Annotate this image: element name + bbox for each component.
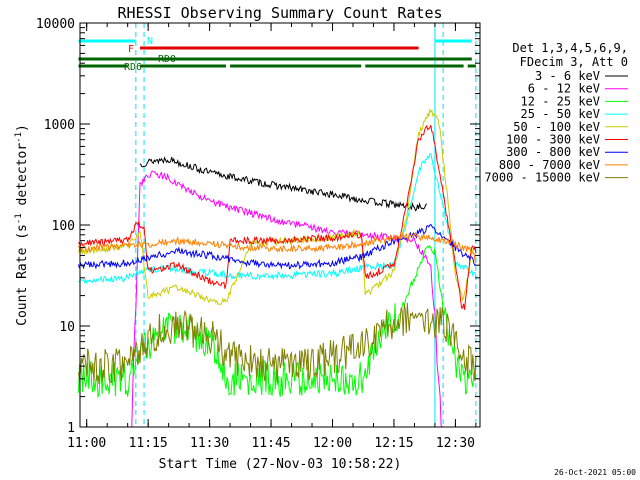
flag-n-label: N [147, 36, 153, 47]
series-line-8 [78, 302, 477, 385]
y-label-sup2: -1 [14, 132, 24, 143]
chart-title: RHESSI Observing Summary Count Rates [117, 4, 442, 22]
legend: Det 1,3,4,5,6,9, FDecim 3, Att 0 3 - 6 k… [484, 41, 628, 185]
legend-label-4: 50 - 100 keV [513, 120, 600, 134]
series-line-7 [78, 232, 477, 264]
y-tick-label-3: 1000 [44, 118, 75, 133]
legend-label-2: 12 - 25 keV [521, 94, 600, 108]
legend-label-1: 6 - 12 keV [528, 82, 600, 96]
x-tick-label-1: 11:15 [129, 436, 168, 451]
axis-ticks: 11:00 11:15 11:30 11:45 12:00 12:15 12:30 1 10 10… [36, 17, 480, 451]
x-tick-label-0: 11:00 [67, 436, 106, 451]
flag-rd6-label: RD6 [124, 62, 142, 73]
y-axis-label: Count Rate (s-1 detector-1) [14, 124, 30, 326]
series-line-5 [78, 124, 477, 310]
x-tick-label-4: 12:00 [313, 436, 352, 451]
legend-label-5: 100 - 300 keV [506, 133, 600, 147]
x-tick-label-3: 11:45 [251, 436, 290, 451]
y-tick-label-4: 10000 [36, 17, 75, 32]
flag-rd0-label: RD0 [158, 54, 176, 65]
legend-header-line1: Det 1,3,4,5,6,9, [512, 41, 628, 55]
legend-label-6: 300 - 800 keV [506, 145, 600, 159]
flag-f-label: F [128, 44, 134, 55]
y-label-part2: detector [15, 143, 30, 214]
y-tick-label-1: 10 [59, 320, 75, 335]
x-tick-label-2: 11:30 [190, 436, 229, 451]
legend-label-7: 800 - 7000 keV [499, 158, 600, 172]
footer-timestamp: 26-Oct-2021 05:00 [554, 468, 636, 477]
y-tick-label-0: 1 [67, 421, 75, 436]
legend-label-8: 7000 - 15000 keV [484, 171, 600, 185]
legend-label-3: 25 - 50 keV [521, 107, 600, 121]
x-tick-label-5: 12:15 [374, 436, 413, 451]
x-tick-label-6: 12:30 [436, 436, 475, 451]
flag-bars: N F RD0 RD6 [78, 36, 476, 73]
x-axis-label: Start Time (27-Nov-03 10:58:22) [159, 457, 402, 472]
y-tick-label-2: 100 [52, 219, 75, 234]
series-line-0 [139, 156, 428, 212]
y-label-part1: Count Rate (s [15, 224, 30, 326]
y-label-sup1: -1 [14, 213, 24, 224]
legend-label-0: 3 - 6 keV [535, 69, 600, 83]
series-group [78, 107, 477, 428]
y-label-part3: ) [15, 124, 30, 132]
legend-header-line2: FDecim 3, Att 0 [520, 55, 628, 69]
series-line-2 [78, 245, 477, 399]
series-line-4 [78, 107, 477, 305]
